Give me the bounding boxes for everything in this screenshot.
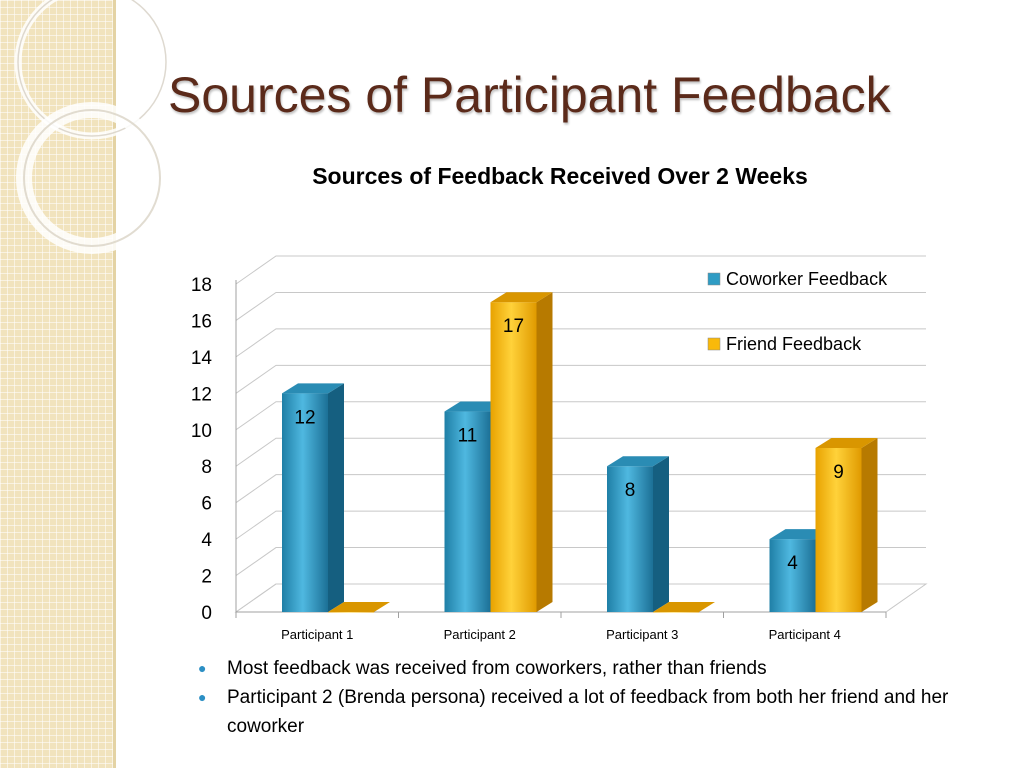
bar-value-label: 8 (625, 480, 636, 501)
legend-swatch-coworker (707, 272, 721, 286)
bullet-text: Most feedback was received from coworker… (227, 658, 767, 679)
bullet-item: ● Most feedback was received from cowork… (196, 654, 956, 683)
bullet-item: ● Participant 2 (Brenda persona) receive… (196, 683, 956, 741)
bar-coworker (444, 411, 491, 612)
bar-side-friend (861, 438, 878, 612)
y-tick-label: 10 (191, 421, 212, 442)
bar-side-coworker (653, 456, 669, 612)
bar-top-friend (653, 602, 715, 612)
y-tick-label: 18 (191, 275, 212, 296)
bar-side-coworker (328, 383, 344, 612)
x-tick-label: Participant 2 (444, 627, 516, 642)
gridline (235, 547, 926, 576)
gridline (235, 328, 926, 358)
x-tick-label: Participant 1 (281, 627, 353, 642)
side-strip-edge (113, 0, 116, 768)
bar-value-label: 12 (294, 407, 315, 428)
bar-value-label: 9 (833, 462, 844, 483)
bar-top-friend (815, 438, 878, 448)
legend-label: Coworker Feedback (726, 269, 888, 289)
gridline (235, 583, 926, 613)
legend-label: Friend Feedback (726, 334, 862, 354)
chart-legend: Coworker Feedback Friend Feedback (707, 269, 888, 354)
y-tick-label: 12 (191, 384, 212, 405)
y-tick-label: 14 (191, 348, 213, 369)
chart-grid (234, 255, 928, 613)
chart-labels: 12 11 8 4 17 9 (294, 316, 843, 574)
bar-coworker (607, 466, 653, 612)
gridline (235, 510, 926, 540)
slide-title: Sources of Participant Feedback (168, 67, 891, 123)
chart-title: Sources of Feedback Received Over 2 Week… (312, 163, 808, 189)
y-tick-label: 16 (191, 311, 212, 332)
bullet-icon: ● (198, 660, 207, 676)
bar-friend (653, 612, 699, 613)
x-tick-label: Participant 3 (606, 627, 678, 642)
y-tick-label: 8 (201, 457, 212, 478)
gridline (235, 474, 926, 504)
y-tick-label: 2 (201, 567, 212, 588)
bar-top-coworker (607, 456, 669, 467)
legend-swatch-friend (707, 337, 721, 351)
gridline (235, 401, 926, 431)
gridline (235, 291, 926, 321)
y-tick-label: 0 (201, 603, 212, 624)
bar-value-label: 4 (787, 553, 798, 574)
bullet-list: ● Most feedback was received from cowork… (196, 654, 956, 741)
bar-value-label: 11 (458, 426, 478, 447)
gridline (235, 255, 926, 285)
gridline (235, 437, 926, 467)
gridline (235, 364, 926, 394)
bar-top-friend (328, 602, 390, 612)
y-tick-label: 4 (201, 530, 212, 551)
bar-coworker (282, 393, 328, 612)
chart-bars (282, 292, 878, 613)
bar-friend (328, 612, 374, 613)
bar-top-coworker (282, 383, 344, 394)
bullet-text: Participant 2 (Brenda persona) received … (227, 687, 949, 737)
bar-top-friend (490, 292, 553, 303)
y-tick-label: 6 (201, 494, 212, 515)
bullet-icon: ● (198, 689, 207, 705)
x-tick-label: Participant 4 (769, 627, 841, 642)
bar-value-label: 17 (503, 316, 524, 337)
bar-side-friend (536, 292, 553, 612)
decorative-rings (14, 0, 170, 254)
bar-friend (815, 448, 862, 612)
bar-friend (490, 302, 537, 612)
bar-coworker (769, 539, 816, 612)
